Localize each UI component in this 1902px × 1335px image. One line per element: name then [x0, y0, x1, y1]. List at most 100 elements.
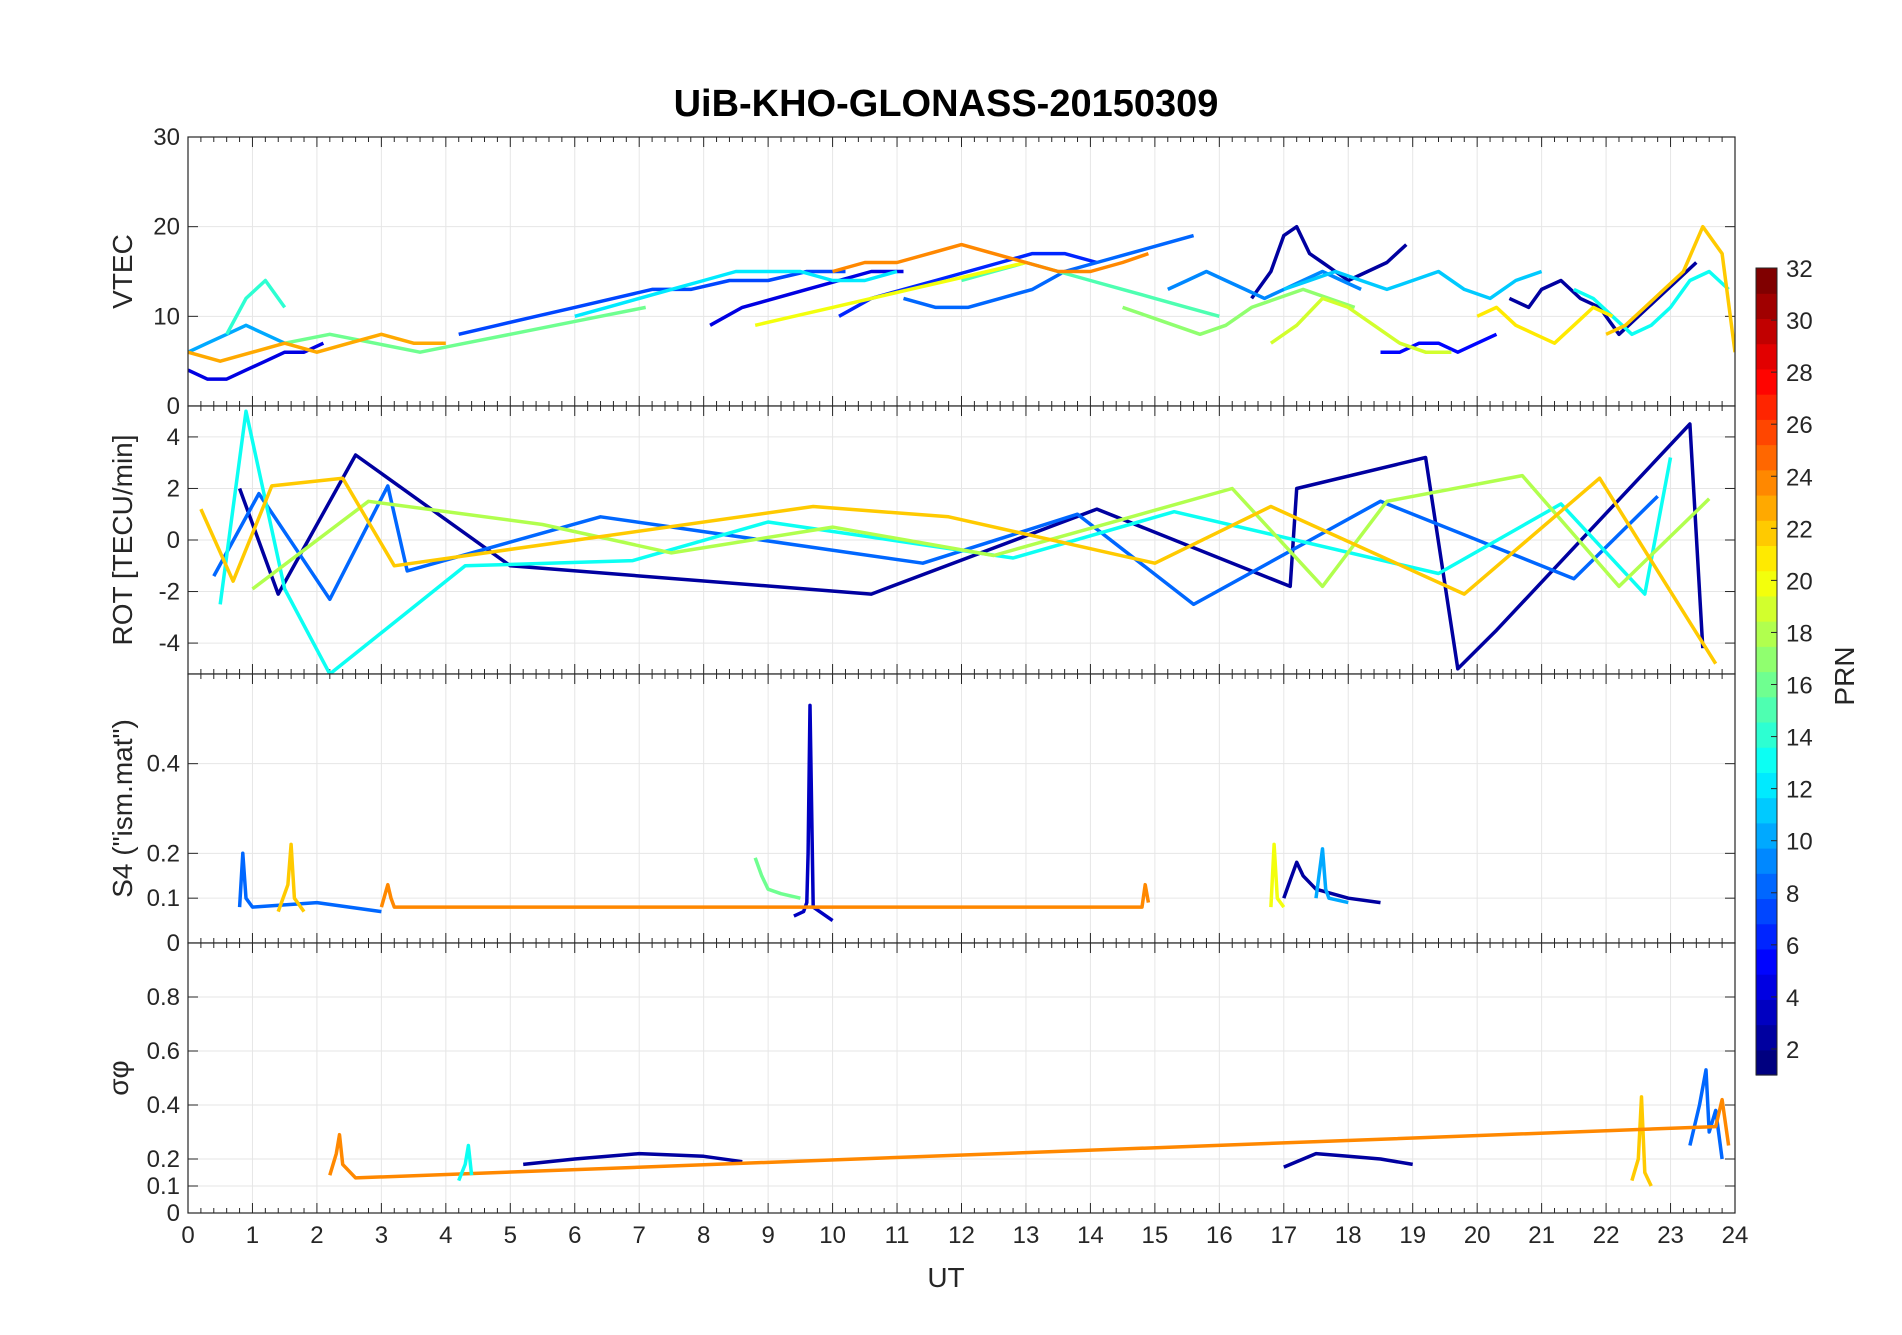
colorbar-segment [1756, 343, 1777, 370]
colorbar-tick-label: 22 [1786, 516, 1813, 543]
y-tick-label: 30 [153, 124, 180, 151]
series-line-prn-2 [523, 1151, 743, 1167]
series-line-prn-12 [574, 269, 898, 318]
y-tick-label: 10 [153, 303, 180, 330]
x-tick-label: 15 [1142, 1222, 1169, 1249]
panel-rot-series [199, 409, 1718, 674]
colorbar-segment [1756, 873, 1777, 900]
colorbar-segment [1756, 772, 1777, 799]
y-tick-label: 0.2 [147, 1146, 180, 1173]
series-line-prn-5 [1380, 332, 1498, 354]
x-tick-label: 4 [439, 1222, 452, 1249]
colorbar-tick-label: 30 [1786, 308, 1813, 335]
series-line-prn-13 [218, 409, 1673, 674]
y-tick-label: 0.4 [147, 1092, 180, 1119]
series-line-prn-10 [188, 323, 286, 354]
series-line-prn-19 [1269, 296, 1452, 354]
y-tick-label: 2 [167, 475, 180, 502]
colorbar-tick-label: 6 [1786, 933, 1799, 960]
colorbar-segment [1756, 848, 1777, 874]
panel-vtec: 0 10 20 30 VTEC [107, 124, 1736, 420]
colorbar-segment [1756, 318, 1777, 345]
series-line-prn-22 [1605, 224, 1735, 353]
colorbar-tick-label: 14 [1786, 725, 1813, 752]
series-line-prn-2 [237, 422, 1705, 671]
series-line-prn-16 [284, 305, 647, 354]
x-tick-label: 8 [697, 1222, 710, 1249]
colorbar-segment [1756, 520, 1777, 547]
x-tick-label: 16 [1206, 1222, 1233, 1249]
series-line-prn-13 [1573, 269, 1730, 337]
series-line-prn-23 [188, 332, 446, 363]
colorbar-tick-label: 32 [1786, 256, 1813, 283]
y-tick-label: 0.4 [147, 751, 180, 778]
series-line-prn-11 [1283, 269, 1543, 301]
x-tick-label: 18 [1335, 1222, 1362, 1249]
colorbar-tick-label: 8 [1786, 881, 1799, 908]
colorbar-label: PRN [1829, 646, 1860, 705]
series-line-prn-24 [832, 242, 1149, 274]
x-tick-label: 12 [948, 1222, 975, 1249]
y-tick-label: 0 [167, 1200, 180, 1227]
series-line-prn-10 [1314, 847, 1349, 905]
colorbar-segment [1756, 747, 1777, 773]
series-line-prn-18 [251, 473, 1711, 591]
x-tick-label: 9 [761, 1222, 774, 1249]
colorbar-segment [1756, 721, 1777, 748]
y-axis-label-sigma_phi: σφ [103, 1060, 134, 1095]
colorbar-segment [1756, 293, 1777, 320]
series-line-prn-2 [1282, 860, 1381, 905]
y-axis-label-s4: S4 ("ism.mat") [107, 719, 138, 898]
colorbar-segment [1756, 621, 1777, 647]
colorbar-tick-label: 16 [1786, 673, 1813, 700]
x-axis-label: UT [927, 1262, 964, 1293]
x-tick-label: 23 [1657, 1222, 1684, 1249]
series-line-prn-21 [1476, 305, 1614, 345]
colorbar-tick-label: 4 [1786, 985, 1799, 1012]
chart-title: UiB-KHO-GLONASS-20150309 [674, 83, 1219, 125]
panel-sigma_phi-series [328, 1068, 1731, 1187]
colorbar-tick-label: 10 [1786, 829, 1813, 856]
series-line-prn-24 [328, 1097, 1731, 1180]
series-line-prn-24 [379, 882, 1151, 909]
series-line-prn-13 [457, 1143, 474, 1182]
colorbar-segment [1756, 419, 1777, 446]
y-tick-label: 20 [153, 214, 180, 241]
y-tick-label: 0.8 [147, 984, 180, 1011]
series-line-prn-2 [1250, 224, 1408, 300]
panel-s4-series [237, 703, 1381, 923]
x-tick-label: 2 [310, 1222, 323, 1249]
colorbar-segment [1756, 570, 1777, 597]
series-line-prn-8 [237, 851, 382, 914]
y-axis-label-vtec: VTEC [107, 234, 138, 309]
series-line-prn-2 [1508, 261, 1698, 337]
x-tick-label: 11 [885, 1222, 910, 1249]
y-tick-label: -4 [159, 630, 180, 657]
x-tick-label: 3 [375, 1222, 388, 1249]
series-line-prn-2 [1283, 1151, 1413, 1169]
y-tick-label: 0.1 [147, 1173, 180, 1200]
colorbar-segment [1756, 1024, 1777, 1051]
series-line-prn-4 [709, 269, 904, 327]
colorbar-segment [1756, 444, 1777, 471]
colorbar-tick-label: 12 [1786, 777, 1813, 804]
colorbar-segment [1756, 974, 1777, 1000]
colorbar-segment [1756, 646, 1777, 673]
colorbar-segment [1756, 469, 1777, 496]
colorbar-tick-label: 28 [1786, 360, 1813, 387]
series-line-prn-4 [188, 341, 325, 381]
colorbar-segment [1756, 545, 1777, 572]
colorbar-segment [1756, 999, 1777, 1026]
series-line-prn-20 [754, 260, 1027, 328]
x-tick-label: 14 [1077, 1222, 1104, 1249]
x-tick-label: 6 [568, 1222, 581, 1249]
colorbar-tick-label: 26 [1786, 412, 1813, 439]
y-tick-label: 0 [167, 527, 180, 554]
x-tick-label: 17 [1270, 1222, 1297, 1249]
x-tick-label: 22 [1593, 1222, 1620, 1249]
series-line-prn-7 [458, 269, 846, 337]
series-line-prn-17 [1122, 287, 1356, 337]
x-tick-label: 10 [819, 1222, 846, 1249]
